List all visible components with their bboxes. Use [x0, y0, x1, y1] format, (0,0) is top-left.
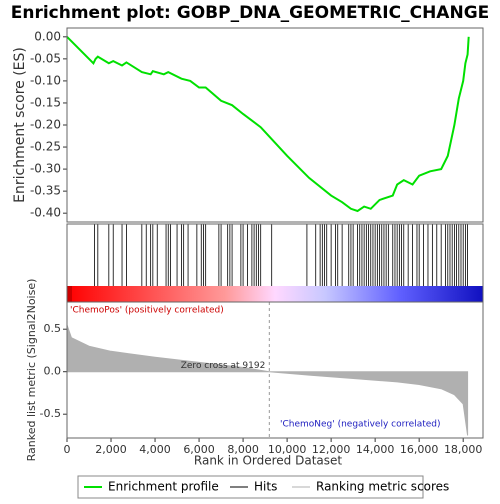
y-tick-label: 0.5 [44, 322, 62, 335]
x-tick-label: 18,000 [444, 443, 483, 456]
y-tick-label: -0.05 [30, 51, 61, 65]
y-tick-label: -0.35 [30, 184, 61, 198]
x-tick-label: 8,000 [227, 443, 259, 456]
y-axis-label: Ranked list metric (Signal2Noise) [25, 279, 38, 462]
y-tick-label: 0.0 [44, 365, 62, 378]
x-tick-label: 10,000 [268, 443, 307, 456]
zero-cross-label: Zero cross at 9192 [181, 361, 266, 371]
y-tick-label: -0.15 [30, 95, 61, 109]
x-tick-label: 2,000 [95, 443, 127, 456]
legend-label: Hits [254, 480, 277, 494]
y-tick-label: -0.5 [40, 407, 61, 420]
color-bar-end [67, 286, 72, 302]
panel-frame [66, 27, 484, 223]
color-bar [67, 286, 483, 302]
x-tick-label: 6,000 [183, 443, 215, 456]
neg-label: 'ChemoNeg' (negatively correlated) [280, 420, 441, 430]
legend-box [77, 475, 424, 499]
ranking-metric [66, 324, 469, 436]
y-tick-label: -0.20 [30, 118, 61, 132]
x-tick-label: 12,000 [312, 443, 351, 456]
y-tick-label: 0.00 [34, 29, 61, 43]
y-axis-label: Enrichment score (ES) [12, 47, 28, 203]
pos-label: 'ChemoPos' (positively correlated) [70, 306, 224, 316]
y-tick-label: -0.10 [30, 73, 61, 87]
chart-title: Enrichment plot: GOBP_DNA_GEOMETRIC_CHAN… [11, 3, 490, 23]
x-axis-label: Rank in Ordered Dataset [194, 454, 342, 468]
legend-label: Ranking metric scores [316, 480, 449, 494]
legend-label: Enrichment profile [108, 480, 219, 494]
y-tick-label: -0.25 [30, 140, 61, 154]
x-tick-label: 0 [64, 443, 71, 456]
x-tick-label: 4,000 [139, 443, 171, 456]
y-tick-label: -0.40 [30, 206, 61, 220]
y-tick-label: -0.30 [30, 162, 61, 176]
enrichment-profile [66, 36, 470, 213]
x-tick-label: 16,000 [400, 443, 439, 456]
x-tick-label: 14,000 [356, 443, 395, 456]
panel-frame [66, 301, 484, 439]
